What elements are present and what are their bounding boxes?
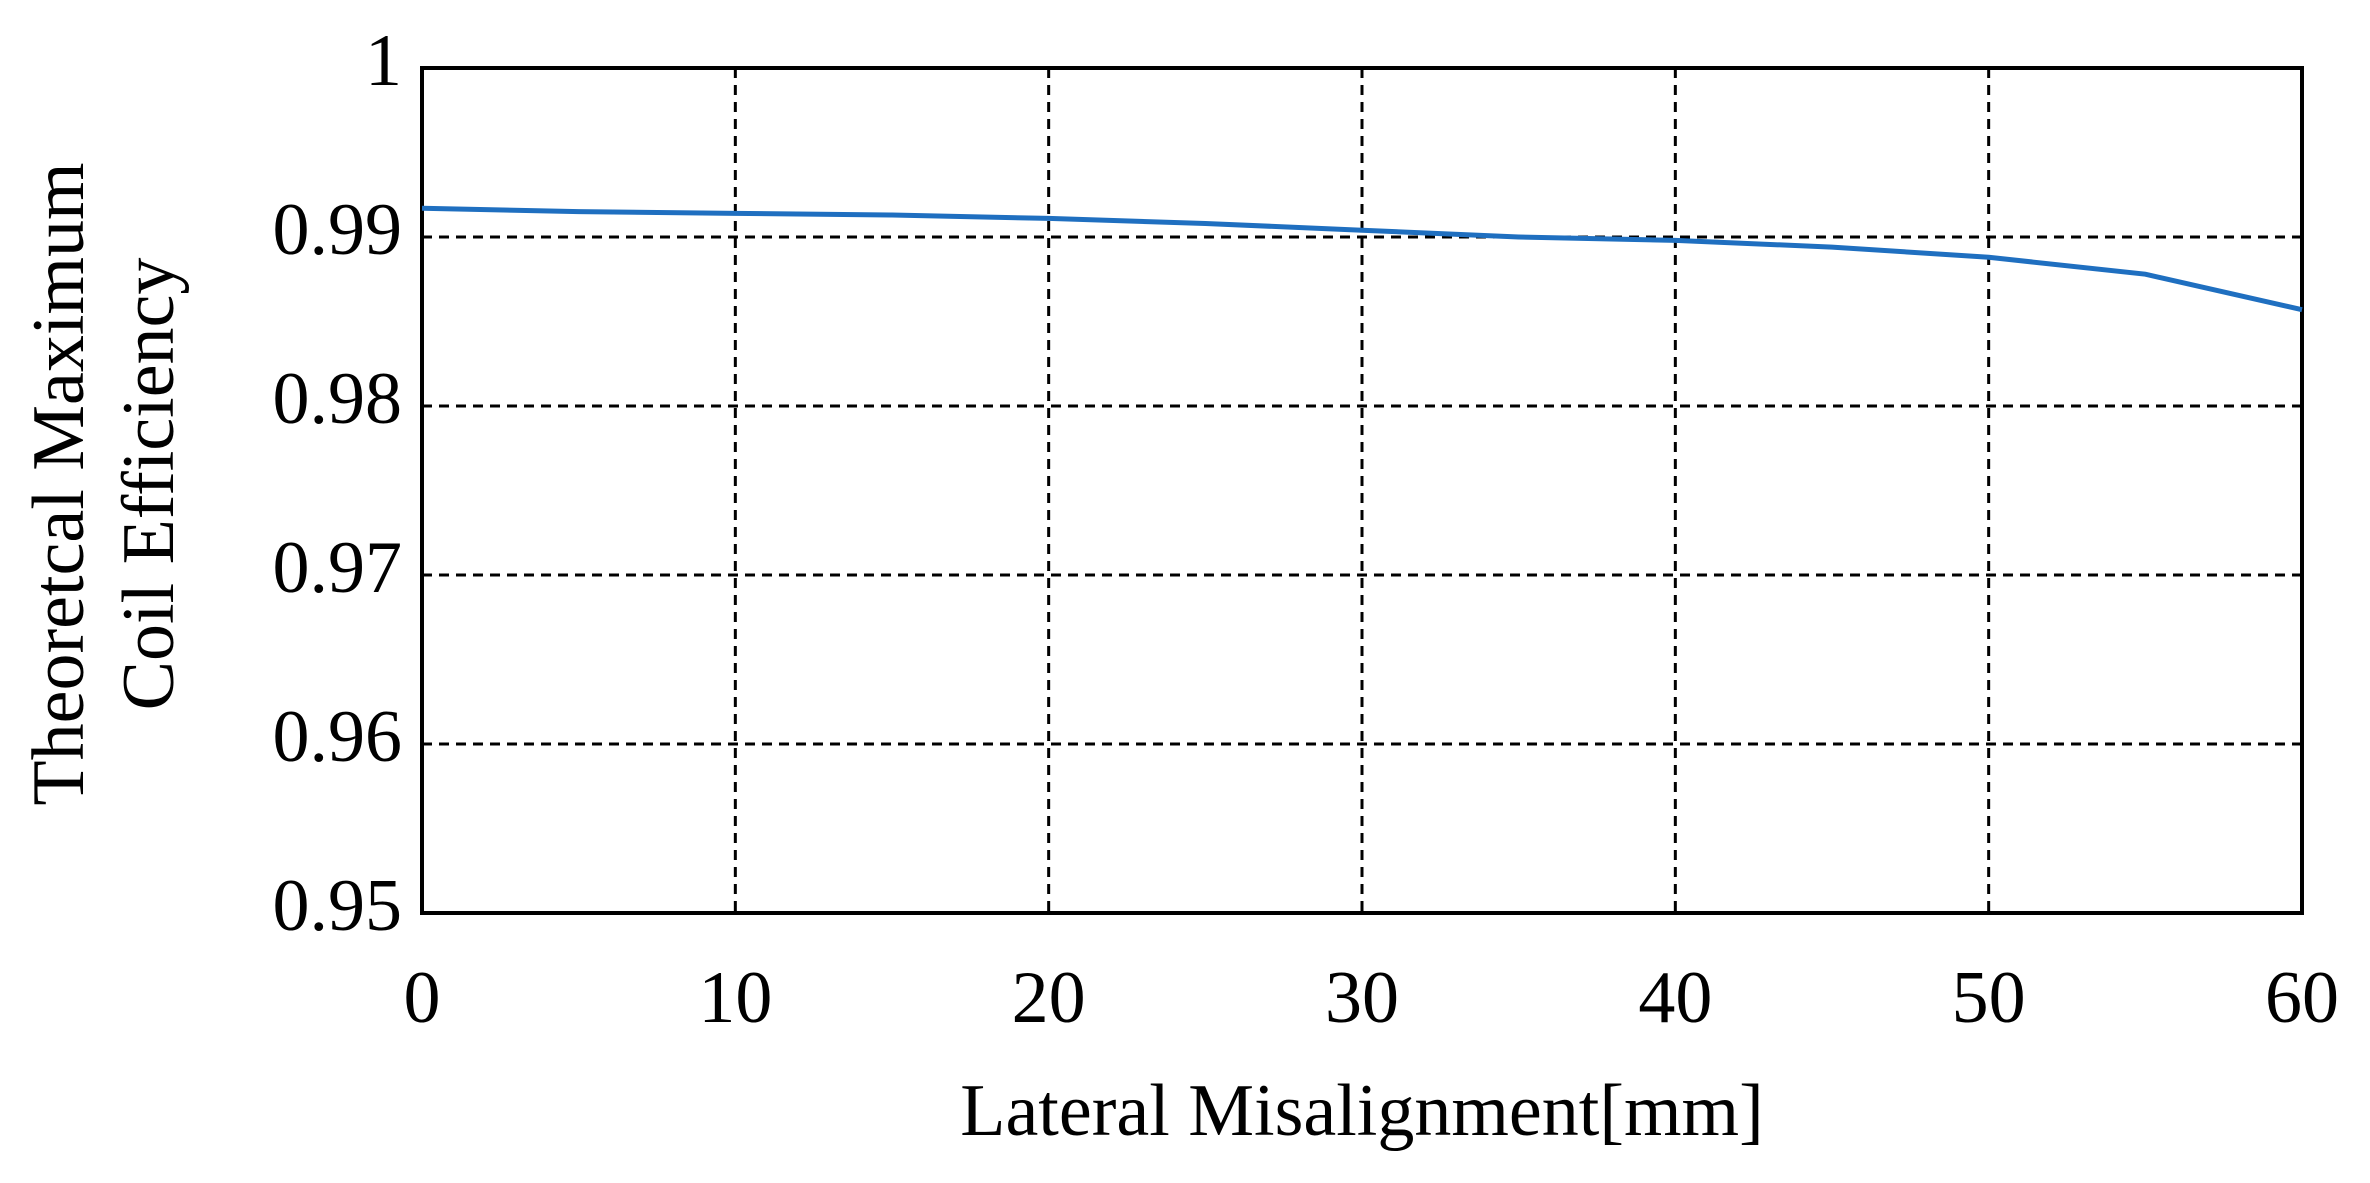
x-tick-label: 50 (1952, 957, 2026, 1039)
y-axis-label: Coil Efficiency (108, 258, 190, 711)
plot-frame (420, 66, 2304, 915)
y-tick-label: 0.99 (273, 189, 403, 271)
x-tick-label: 60 (2265, 957, 2339, 1039)
x-axis-label: Lateral Misalignment[mm] (960, 1070, 1764, 1152)
y-tick-label: 0.97 (273, 527, 403, 609)
y-axis-label: Theoretcal Maximum (18, 162, 100, 805)
data-line (421, 205, 2303, 313)
y-tick-label: 0.96 (273, 696, 403, 778)
y-tick-label: 1 (365, 20, 402, 102)
x-tick-label: 40 (1638, 957, 1712, 1039)
y-tick-label: 0.95 (273, 865, 403, 947)
x-tick-label: 20 (1012, 957, 1086, 1039)
x-tick-label: 0 (404, 957, 441, 1039)
x-tick-label: 10 (698, 957, 772, 1039)
y-tick-label: 0.98 (273, 358, 403, 440)
x-tick-label: 30 (1325, 957, 1399, 1039)
